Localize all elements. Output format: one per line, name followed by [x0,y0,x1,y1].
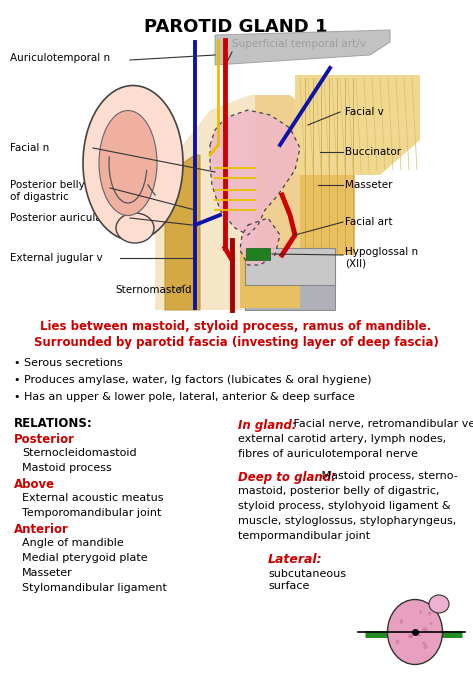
Ellipse shape [429,622,432,625]
Ellipse shape [99,111,157,216]
Text: Mastoid process, sterno-: Mastoid process, sterno- [318,471,458,481]
Text: Posterior belly: Posterior belly [10,180,85,190]
Polygon shape [240,218,280,265]
Ellipse shape [396,639,399,644]
Text: RELATIONS:: RELATIONS: [14,417,93,430]
Ellipse shape [387,599,443,665]
Text: • Produces amylase, water, Ig factors (lubicates & oral hygiene): • Produces amylase, water, Ig factors (l… [14,375,371,385]
Polygon shape [245,270,335,310]
Text: Stylomandibular ligament: Stylomandibular ligament [22,583,167,593]
Text: • Serous secretions: • Serous secretions [14,358,123,368]
Polygon shape [165,155,200,310]
Text: Facial n: Facial n [10,143,49,153]
Text: Facial nerve, retromandibular vein,: Facial nerve, retromandibular vein, [290,419,473,429]
Text: Deep to gland:: Deep to gland: [238,471,336,484]
Text: (XII): (XII) [345,259,366,269]
Text: subcutaneous
surface: subcutaneous surface [268,569,346,590]
Ellipse shape [428,611,431,615]
Ellipse shape [417,634,421,636]
Text: Posterior: Posterior [14,433,75,446]
Ellipse shape [429,595,449,613]
Text: Above: Above [14,478,55,491]
Text: Auriculotemporal n: Auriculotemporal n [10,53,110,63]
Polygon shape [255,95,330,310]
Text: of digastric: of digastric [10,192,69,202]
Text: Medial pterygoid plate: Medial pterygoid plate [22,553,148,563]
Text: Buccinator: Buccinator [345,147,401,157]
Polygon shape [240,248,300,308]
Text: • Has an upper & lower pole, lateral, anterior & deep surface: • Has an upper & lower pole, lateral, an… [14,392,355,402]
Polygon shape [300,75,355,255]
Ellipse shape [83,86,183,241]
Text: Anterior: Anterior [14,523,69,536]
Text: mastoid, posterior belly of digastric,: mastoid, posterior belly of digastric, [238,486,439,496]
Text: PAROTID GLAND 1: PAROTID GLAND 1 [144,18,328,36]
Ellipse shape [423,644,428,649]
Text: Masseter: Masseter [22,568,73,578]
Text: External acoustic meatus: External acoustic meatus [22,493,164,503]
Text: External jugular v: External jugular v [10,253,103,263]
Text: Temporomandibular joint: Temporomandibular joint [22,508,161,518]
Text: tempormandibular joint: tempormandibular joint [238,531,370,541]
Text: Surrounded by parotid fascia (investing layer of deep fascia): Surrounded by parotid fascia (investing … [34,336,438,349]
Text: Superficial temporal art/v: Superficial temporal art/v [232,39,366,49]
Text: Lies between mastoid, styloid process, ramus of mandible.: Lies between mastoid, styloid process, r… [40,320,432,333]
Text: Masseter: Masseter [345,180,393,190]
Ellipse shape [116,213,154,243]
Polygon shape [215,30,390,65]
Text: Posterior auricular v: Posterior auricular v [10,213,115,223]
Text: Facial art: Facial art [345,217,393,227]
Ellipse shape [400,619,403,624]
Polygon shape [295,75,420,175]
Ellipse shape [420,610,421,614]
Text: Sternocleidomastoid: Sternocleidomastoid [22,448,137,458]
Ellipse shape [415,631,420,636]
Text: external carotid artery, lymph nodes,: external carotid artery, lymph nodes, [238,434,446,444]
Text: styloid process, stylohyoid ligament &: styloid process, stylohyoid ligament & [238,501,451,511]
Polygon shape [210,110,300,235]
Text: Angle of mandible: Angle of mandible [22,538,124,548]
Text: fibres of auriculotemporal nerve: fibres of auriculotemporal nerve [238,449,418,459]
Text: muscle, styloglossus, stylopharyngeus,: muscle, styloglossus, stylopharyngeus, [238,516,456,526]
Text: Facial v: Facial v [345,107,384,117]
Ellipse shape [409,634,413,638]
Text: In gland:: In gland: [238,419,297,432]
Text: Hypoglossal n: Hypoglossal n [345,247,418,257]
Polygon shape [246,248,270,260]
Polygon shape [155,95,255,310]
Text: Mastoid process: Mastoid process [22,463,112,473]
Polygon shape [245,248,335,285]
Ellipse shape [422,642,426,644]
Text: Sternomastoid: Sternomastoid [115,285,192,295]
Ellipse shape [422,627,428,632]
Ellipse shape [408,634,412,638]
Text: Lateral:: Lateral: [268,553,323,566]
